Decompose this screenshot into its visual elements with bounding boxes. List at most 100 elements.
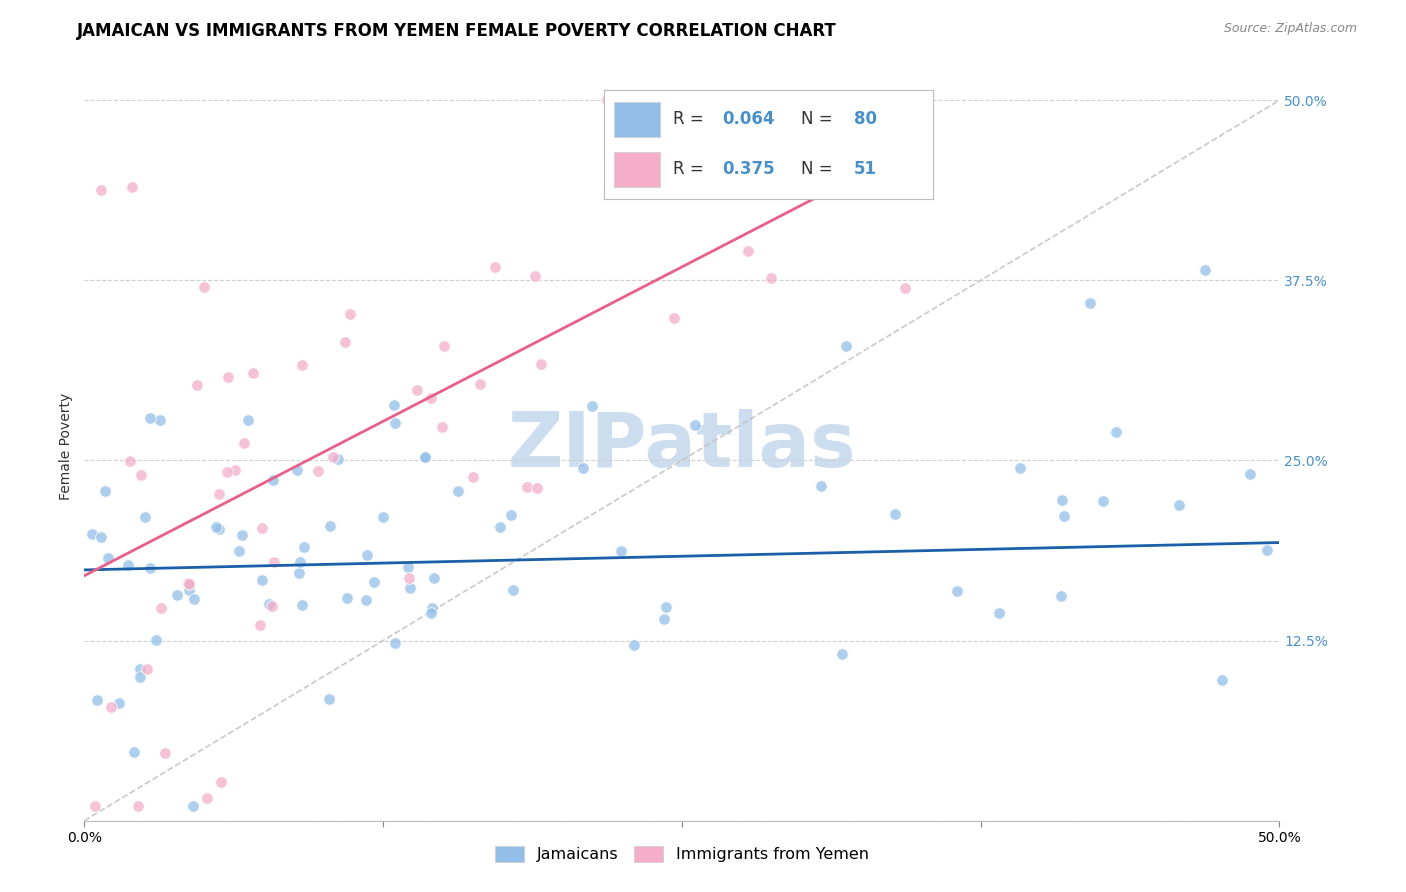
Point (516, 480, 538, 494)
Point (1078, 295, 1101, 310)
Point (307, 464, 329, 478)
Text: JAMAICAN VS IMMIGRANTS FROM YEMEN FEMALE POVERTY CORRELATION CHART: JAMAICAN VS IMMIGRANTS FROM YEMEN FEMALE… (77, 22, 837, 40)
Point (484, 260, 506, 274)
Point (432, 420, 454, 434)
Point (413, 450, 436, 465)
Point (1194, 263, 1216, 277)
Point (737, 244, 759, 258)
Point (134, 509, 156, 524)
Point (1256, 543, 1278, 558)
Point (489, 520, 512, 534)
Point (524, 268, 547, 283)
Point (354, 593, 377, 607)
Point (193, 280, 215, 294)
Point (1049, 589, 1071, 603)
Point (177, 576, 200, 591)
Point (129, 670, 152, 684)
Point (135, 662, 157, 676)
Point (333, 334, 356, 349)
Text: ZIPatlas: ZIPatlas (508, 409, 856, 483)
Point (396, 560, 419, 574)
Point (384, 416, 406, 430)
Point (236, 413, 259, 427)
Point (723, 93, 745, 107)
Point (228, 544, 250, 558)
Point (419, 607, 441, 621)
Point (124, 745, 146, 759)
Point (655, 599, 678, 614)
Point (291, 358, 314, 372)
Point (224, 463, 246, 477)
Point (285, 463, 308, 477)
Point (139, 411, 162, 425)
Point (129, 467, 152, 482)
Point (363, 574, 385, 589)
Point (257, 598, 280, 612)
Point (318, 519, 340, 533)
Point (406, 383, 429, 397)
Point (177, 576, 200, 591)
Point (356, 548, 378, 562)
Point (336, 591, 359, 605)
Point (217, 465, 239, 479)
Point (683, 417, 706, 432)
Point (84, 799, 107, 814)
Point (288, 555, 311, 569)
Point (218, 370, 240, 384)
Point (117, 558, 139, 573)
Point (263, 555, 285, 569)
Point (138, 561, 160, 575)
Point (596, 93, 619, 107)
Point (1010, 460, 1032, 475)
Point (97, 551, 120, 566)
Point (250, 573, 273, 587)
Point (946, 584, 969, 599)
Point (461, 470, 484, 484)
Point (86, 693, 108, 707)
Point (209, 775, 232, 789)
Point (382, 398, 405, 412)
Point (90, 530, 112, 544)
Point (1167, 498, 1189, 512)
Point (233, 436, 256, 450)
Point (413, 450, 436, 464)
Point (322, 450, 344, 464)
Point (530, 357, 553, 371)
Point (80, 527, 103, 541)
Point (433, 339, 456, 353)
Point (208, 487, 231, 501)
Point (1092, 493, 1115, 508)
Point (90, 183, 112, 197)
Point (470, 377, 492, 392)
Point (328, 452, 350, 467)
Point (835, 339, 858, 353)
Point (183, 591, 205, 606)
Point (1053, 509, 1076, 524)
Point (423, 570, 446, 584)
Point (420, 601, 443, 615)
Point (108, 697, 131, 711)
Point (149, 413, 172, 427)
Point (250, 521, 273, 535)
Point (810, 479, 832, 493)
Point (127, 799, 149, 814)
Point (581, 400, 603, 414)
Point (242, 366, 264, 380)
Point (419, 392, 441, 406)
Point (884, 507, 907, 521)
Point (988, 606, 1011, 620)
Point (623, 638, 645, 652)
Point (186, 378, 208, 392)
Point (318, 692, 340, 706)
Point (610, 544, 633, 558)
Point (894, 280, 917, 294)
Legend: Jamaicans, Immigrants from Yemen: Jamaicans, Immigrants from Yemen (489, 839, 875, 869)
Point (664, 310, 686, 325)
Point (231, 527, 253, 541)
Point (183, 799, 205, 814)
Point (837, 93, 859, 107)
Point (292, 540, 315, 554)
Point (153, 747, 176, 761)
Point (149, 600, 172, 615)
Point (339, 307, 361, 321)
